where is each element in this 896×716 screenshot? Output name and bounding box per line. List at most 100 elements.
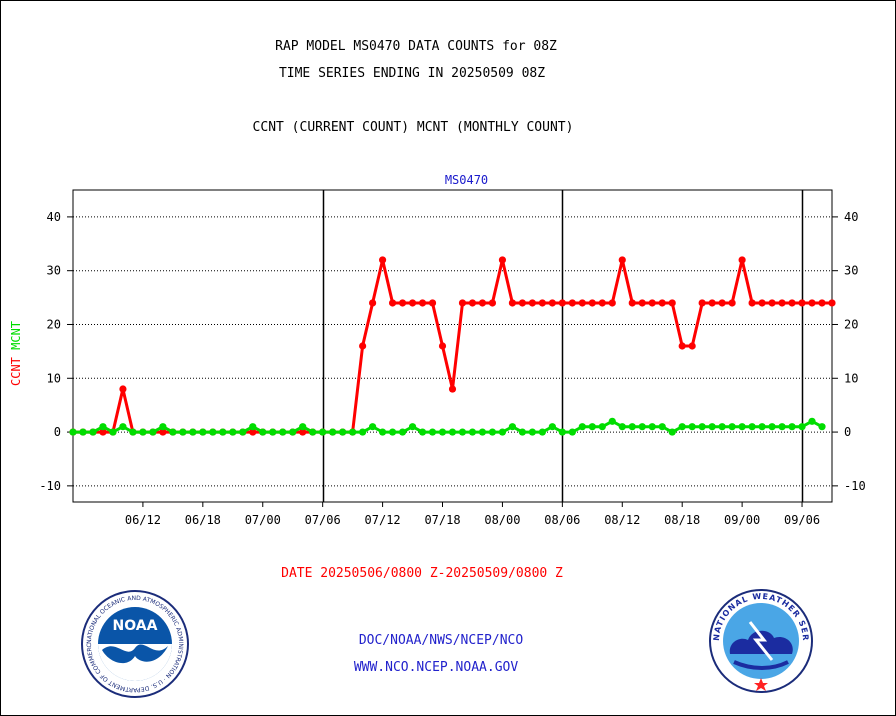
- ccnt-point: [458, 299, 467, 307]
- y-tick-label-right: 20: [844, 317, 858, 331]
- title-time-series: TIME SERIES ENDING IN 20250509 08Z: [278, 66, 546, 81]
- x-tick-label: 06/18: [185, 513, 221, 527]
- ccnt-point: [558, 299, 566, 307]
- ccnt-point: [568, 299, 576, 307]
- mcnt-point: [638, 423, 646, 431]
- ccnt-point: [159, 428, 167, 436]
- mcnt-point: [458, 428, 467, 436]
- x-tick-label: 08/06: [544, 513, 580, 527]
- ccnt-point: [398, 299, 407, 307]
- mcnt-point: [139, 428, 147, 436]
- mcnt-point: [119, 423, 127, 431]
- x-tick-label: 06/12: [125, 513, 161, 527]
- ccnt-point: [488, 299, 497, 307]
- mcnt-point: [688, 423, 696, 431]
- y-tick-label: 0: [54, 425, 61, 439]
- ccnt-point: [698, 299, 706, 307]
- mcnt-point: [289, 428, 297, 436]
- mcnt-point: [738, 423, 746, 431]
- ccnt-point: [388, 299, 397, 307]
- x-tick-label: 07/06: [305, 513, 341, 527]
- plot-frame: [72, 189, 833, 503]
- mcnt-line: [73, 419, 823, 434]
- mcnt-point: [209, 428, 217, 436]
- website-link[interactable]: WWW.NCO.NCEP.NOAA.GOV: [353, 660, 519, 675]
- ccnt-point: [448, 385, 457, 393]
- ccnt-point: [818, 299, 826, 307]
- mcnt-point: [588, 423, 596, 431]
- mcnt-point: [378, 428, 387, 436]
- ccnt-point: [378, 256, 387, 264]
- mcnt-point: [309, 428, 317, 436]
- ccnt-point: [508, 299, 517, 307]
- mcnt-point: [149, 428, 157, 436]
- ccnt-point: [758, 299, 766, 307]
- mcnt-point: [69, 428, 77, 436]
- mcnt-point: [408, 423, 417, 431]
- mcnt-point: [339, 428, 347, 436]
- y-axis-label-ccnt: CCNT: [9, 350, 23, 386]
- ccnt-point: [718, 299, 726, 307]
- mcnt-point: [219, 428, 227, 436]
- ccnt-point: [658, 299, 666, 307]
- x-tick-label: 08/12: [604, 513, 640, 527]
- ccnt-point: [299, 428, 307, 436]
- mcnt-point: [598, 423, 606, 431]
- mcnt-point: [89, 428, 97, 436]
- mcnt-point: [578, 423, 586, 431]
- mcnt-point: [418, 428, 427, 436]
- mcnt-point: [398, 428, 407, 436]
- x-tick-label: 08/18: [664, 513, 700, 527]
- ccnt-point: [99, 428, 107, 436]
- y-tick-label-right: 0: [844, 425, 851, 439]
- mcnt-point: [79, 428, 87, 436]
- ccnt-point: [119, 385, 127, 393]
- mcnt-point: [548, 423, 556, 431]
- mcnt-point: [668, 428, 676, 436]
- mcnt-point: [618, 423, 626, 431]
- title-legend-description: CCNT (CURRENT COUNT) MCNT (MONTHLY COUNT…: [252, 120, 574, 135]
- mcnt-point: [728, 423, 736, 431]
- mcnt-point: [179, 428, 187, 436]
- mcnt-point: [259, 428, 267, 436]
- date-range-label: DATE 20250506/0800 Z-20250509/0800 Z: [281, 566, 563, 581]
- mcnt-point: [388, 428, 397, 436]
- ccnt-point: [628, 299, 636, 307]
- mcnt-point: [239, 428, 247, 436]
- noaa-logo-text: NOAA: [113, 618, 158, 634]
- ccnt-point: [678, 342, 686, 350]
- ccnt-point: [798, 299, 806, 307]
- ccnt-point: [608, 299, 616, 307]
- mcnt-point: [558, 428, 566, 436]
- mcnt-point: [159, 423, 167, 431]
- mcnt-point: [468, 428, 477, 436]
- mcnt-point: [758, 423, 766, 431]
- ccnt-point: [788, 299, 796, 307]
- ccnt-point: [578, 299, 586, 307]
- ccnt-point: [428, 299, 437, 307]
- mcnt-point: [508, 423, 517, 431]
- ccnt-point: [538, 299, 546, 307]
- x-tick-label: 07/18: [424, 513, 460, 527]
- x-tick-label: 08/00: [484, 513, 520, 527]
- mcnt-point: [169, 428, 177, 436]
- ccnt-point: [249, 428, 257, 436]
- mcnt-point: [329, 428, 337, 436]
- y-tick-label-right: 10: [844, 371, 858, 385]
- y-tick-label: 10: [47, 371, 61, 385]
- ccnt-point: [668, 299, 676, 307]
- mcnt-point: [189, 428, 197, 436]
- y-tick-label: 20: [47, 317, 61, 331]
- mcnt-point: [319, 428, 327, 436]
- ccnt-point: [768, 299, 776, 307]
- mcnt-point: [229, 428, 237, 436]
- mcnt-point: [498, 428, 507, 436]
- ccnt-point: [518, 299, 527, 307]
- x-tick-label: 09/06: [784, 513, 820, 527]
- ccnt-point: [708, 299, 716, 307]
- mcnt-point: [798, 423, 806, 431]
- mcnt-point: [718, 423, 726, 431]
- nws-logo: NATIONAL WEATHER SERVICE: [708, 588, 813, 693]
- mcnt-point: [428, 428, 437, 436]
- mcnt-point: [658, 423, 666, 431]
